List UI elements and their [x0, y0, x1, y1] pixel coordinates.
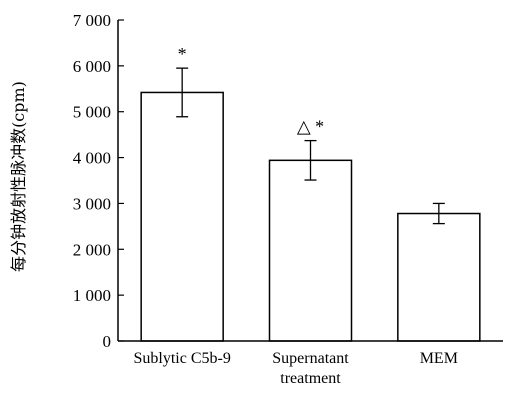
category-label: Supernatant	[272, 350, 349, 367]
significance-mark: △ *	[297, 117, 324, 137]
category-label: MEM	[420, 350, 458, 367]
x-axis-labels: Sublytic C5b-9 Supernatant treatment MEM	[133, 350, 457, 387]
y-tick-label: 2 000	[73, 240, 111, 259]
y-tick-label: 0	[103, 332, 112, 351]
bar	[270, 160, 352, 341]
y-tick-label: 6 000	[73, 57, 111, 76]
category-label: Sublytic C5b-9	[133, 350, 230, 367]
y-axis-label: 每分钟放射性脉冲数(cpm)	[9, 81, 28, 272]
y-tick-label: 7 000	[73, 11, 111, 30]
y-tick-label: 4 000	[73, 149, 111, 168]
category-label: treatment	[280, 370, 341, 387]
y-tick-label: 1 000	[73, 286, 111, 305]
bar	[141, 92, 223, 341]
significance-mark: *	[178, 44, 187, 64]
y-axis-ticks: 0 1 000 2 000 3 000 4 000 5 000 6 000 7 000	[73, 11, 124, 351]
bar	[398, 214, 480, 341]
y-tick-label: 5 000	[73, 103, 111, 122]
y-tick-label: 3 000	[73, 194, 111, 213]
